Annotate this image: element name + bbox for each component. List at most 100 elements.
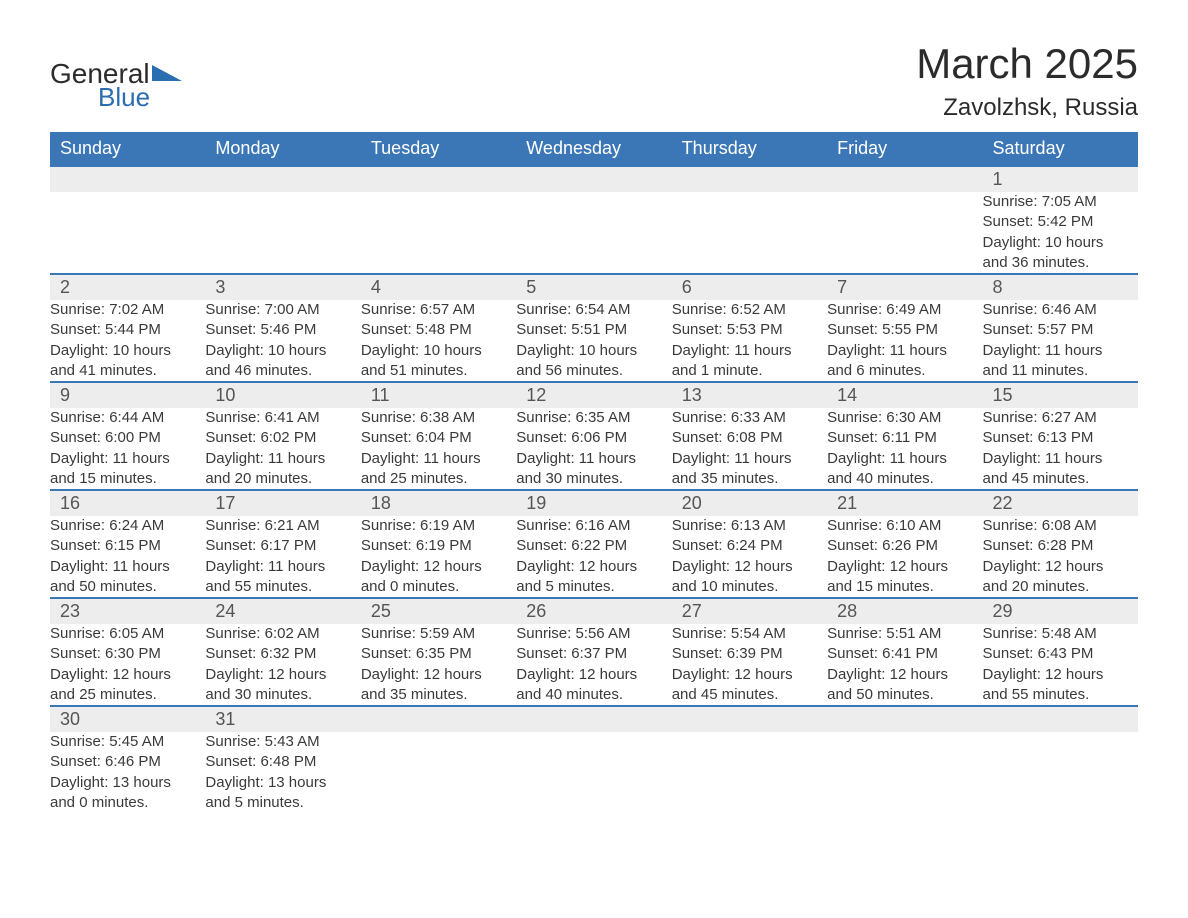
empty-daynum-cell	[361, 166, 516, 192]
month-title: March 2025	[916, 40, 1138, 88]
day-number: 20	[672, 491, 827, 516]
daynum-cell: 25	[361, 598, 516, 624]
day1-text: Daylight: 10 hours	[983, 233, 1138, 253]
details-row: Sunrise: 6:05 AMSunset: 6:30 PMDaylight:…	[50, 624, 1138, 706]
details-cell: Sunrise: 7:05 AMSunset: 5:42 PMDaylight:…	[983, 192, 1138, 274]
daynum-cell: 23	[50, 598, 205, 624]
day-number: 22	[983, 491, 1138, 516]
day-number: 25	[361, 599, 516, 624]
day-number: 23	[50, 599, 205, 624]
day1-text: Daylight: 12 hours	[827, 557, 982, 577]
day1-text: Daylight: 12 hours	[205, 665, 360, 685]
day1-text: Daylight: 12 hours	[983, 665, 1138, 685]
sunset-text: Sunset: 5:55 PM	[827, 320, 982, 340]
sunrise-text: Sunrise: 6:33 AM	[672, 408, 827, 428]
empty-details-cell	[516, 732, 671, 813]
sunset-text: Sunset: 6:32 PM	[205, 644, 360, 664]
sunset-text: Sunset: 6:39 PM	[672, 644, 827, 664]
day1-text: Daylight: 11 hours	[50, 449, 205, 469]
weekday-header: Thursday	[672, 132, 827, 166]
day1-text: Daylight: 11 hours	[827, 341, 982, 361]
day1-text: Daylight: 12 hours	[672, 665, 827, 685]
daynum-cell: 16	[50, 490, 205, 516]
sunrise-text: Sunrise: 5:43 AM	[205, 732, 360, 752]
sunrise-text: Sunrise: 5:45 AM	[50, 732, 205, 752]
empty-daynum-cell	[672, 166, 827, 192]
daynum-cell: 13	[672, 382, 827, 408]
day1-text: Daylight: 12 hours	[361, 557, 516, 577]
details-cell: Sunrise: 6:10 AMSunset: 6:26 PMDaylight:…	[827, 516, 982, 598]
sunrise-text: Sunrise: 6:27 AM	[983, 408, 1138, 428]
sunset-text: Sunset: 6:24 PM	[672, 536, 827, 556]
logo-flag-icon	[152, 60, 186, 88]
day-number: 14	[827, 383, 982, 408]
daynum-row: 1	[50, 166, 1138, 192]
daynum-cell: 26	[516, 598, 671, 624]
daynum-cell: 6	[672, 274, 827, 300]
day2-text: and 55 minutes.	[205, 577, 360, 597]
day-number: 28	[827, 599, 982, 624]
daynum-cell: 17	[205, 490, 360, 516]
sunset-text: Sunset: 6:26 PM	[827, 536, 982, 556]
day2-text: and 20 minutes.	[205, 469, 360, 489]
sunset-text: Sunset: 6:04 PM	[361, 428, 516, 448]
sunset-text: Sunset: 6:43 PM	[983, 644, 1138, 664]
details-cell: Sunrise: 5:54 AMSunset: 6:39 PMDaylight:…	[672, 624, 827, 706]
sunrise-text: Sunrise: 6:44 AM	[50, 408, 205, 428]
sunset-text: Sunset: 6:00 PM	[50, 428, 205, 448]
details-cell: Sunrise: 5:48 AMSunset: 6:43 PMDaylight:…	[983, 624, 1138, 706]
sunset-text: Sunset: 5:48 PM	[361, 320, 516, 340]
sunset-text: Sunset: 6:11 PM	[827, 428, 982, 448]
day-number: 21	[827, 491, 982, 516]
day2-text: and 55 minutes.	[983, 685, 1138, 705]
day1-text: Daylight: 11 hours	[827, 449, 982, 469]
calendar-table: SundayMondayTuesdayWednesdayThursdayFrid…	[50, 132, 1138, 813]
sunrise-text: Sunrise: 6:35 AM	[516, 408, 671, 428]
day-number: 16	[50, 491, 205, 516]
day1-text: Daylight: 11 hours	[516, 449, 671, 469]
day1-text: Daylight: 11 hours	[672, 341, 827, 361]
details-row: Sunrise: 6:24 AMSunset: 6:15 PMDaylight:…	[50, 516, 1138, 598]
day-number: 31	[205, 707, 360, 732]
sunrise-text: Sunrise: 5:48 AM	[983, 624, 1138, 644]
daynum-cell: 21	[827, 490, 982, 516]
daynum-row: 3031	[50, 706, 1138, 732]
details-row: Sunrise: 5:45 AMSunset: 6:46 PMDaylight:…	[50, 732, 1138, 813]
sunset-text: Sunset: 6:41 PM	[827, 644, 982, 664]
header: General Blue March 2025 Zavolzhsk, Russi…	[50, 40, 1138, 122]
weekday-header: Friday	[827, 132, 982, 166]
empty-daynum-cell	[516, 166, 671, 192]
details-row: Sunrise: 7:02 AMSunset: 5:44 PMDaylight:…	[50, 300, 1138, 382]
day1-text: Daylight: 11 hours	[50, 557, 205, 577]
details-row: Sunrise: 6:44 AMSunset: 6:00 PMDaylight:…	[50, 408, 1138, 490]
daynum-cell: 22	[983, 490, 1138, 516]
title-block: March 2025 Zavolzhsk, Russia	[916, 40, 1138, 122]
daynum-cell: 14	[827, 382, 982, 408]
weekday-header: Tuesday	[361, 132, 516, 166]
empty-details-cell	[672, 192, 827, 274]
details-cell: Sunrise: 6:57 AMSunset: 5:48 PMDaylight:…	[361, 300, 516, 382]
sunset-text: Sunset: 6:46 PM	[50, 752, 205, 772]
details-cell: Sunrise: 6:41 AMSunset: 6:02 PMDaylight:…	[205, 408, 360, 490]
sunrise-text: Sunrise: 6:46 AM	[983, 300, 1138, 320]
daynum-cell: 24	[205, 598, 360, 624]
sunset-text: Sunset: 6:35 PM	[361, 644, 516, 664]
day1-text: Daylight: 12 hours	[50, 665, 205, 685]
sunrise-text: Sunrise: 7:02 AM	[50, 300, 205, 320]
sunset-text: Sunset: 6:28 PM	[983, 536, 1138, 556]
sunrise-text: Sunrise: 5:59 AM	[361, 624, 516, 644]
day-number: 11	[361, 383, 516, 408]
details-cell: Sunrise: 6:52 AMSunset: 5:53 PMDaylight:…	[672, 300, 827, 382]
day2-text: and 30 minutes.	[205, 685, 360, 705]
empty-details-cell	[983, 732, 1138, 813]
day2-text: and 56 minutes.	[516, 361, 671, 381]
details-cell: Sunrise: 6:46 AMSunset: 5:57 PMDaylight:…	[983, 300, 1138, 382]
day2-text: and 50 minutes.	[827, 685, 982, 705]
sunrise-text: Sunrise: 6:02 AM	[205, 624, 360, 644]
day2-text: and 0 minutes.	[50, 793, 205, 813]
daynum-cell: 4	[361, 274, 516, 300]
day2-text: and 40 minutes.	[827, 469, 982, 489]
day1-text: Daylight: 12 hours	[672, 557, 827, 577]
day1-text: Daylight: 10 hours	[361, 341, 516, 361]
day-number: 19	[516, 491, 671, 516]
